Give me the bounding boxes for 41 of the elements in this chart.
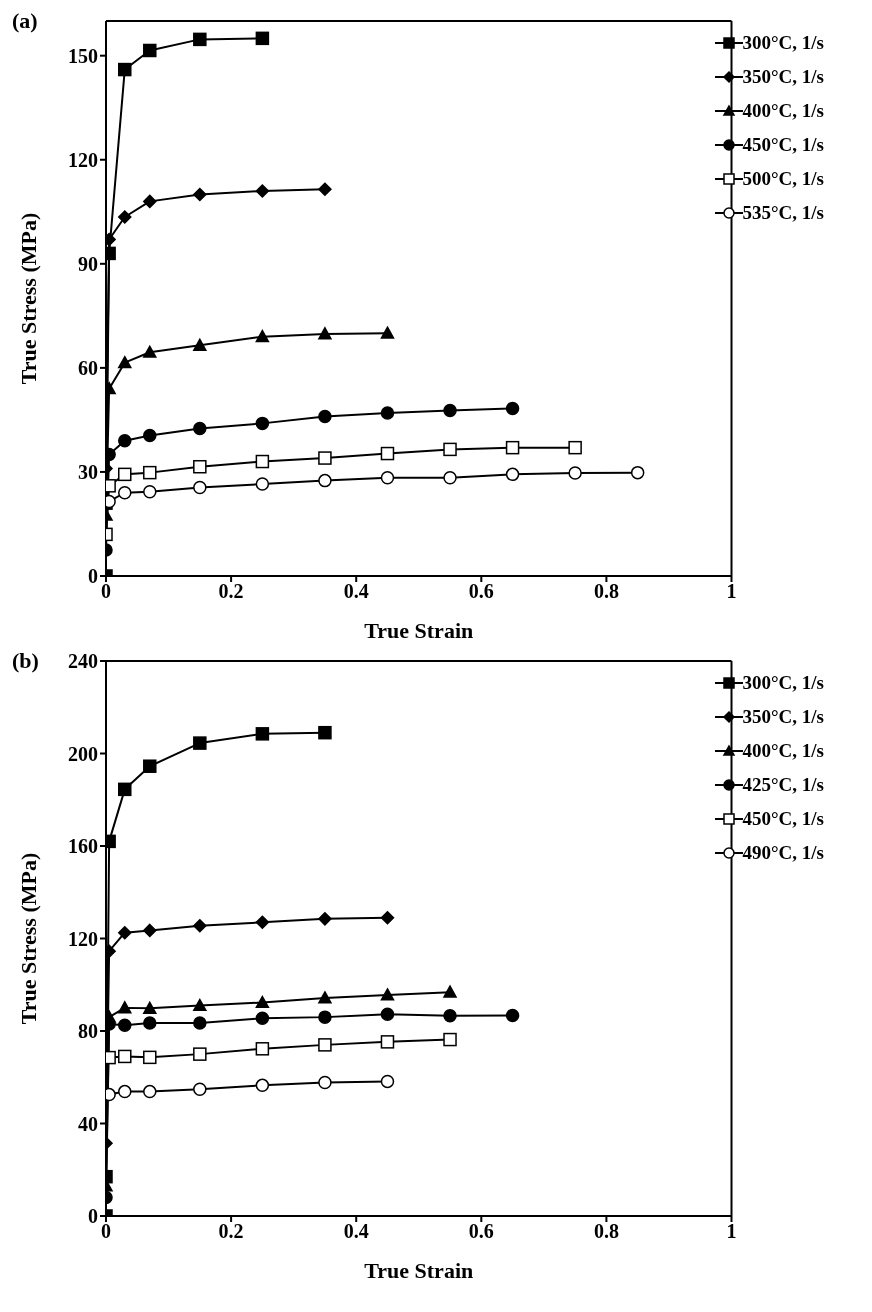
x-tick-label: 0.2 bbox=[218, 1220, 244, 1243]
legend-label: 450°C, 1/s bbox=[742, 134, 824, 156]
x-axis-title: True Strain bbox=[364, 618, 474, 643]
x-tick-label: 0.4 bbox=[343, 580, 369, 603]
chart-title: (a) bbox=[12, 8, 38, 34]
y-tick-label: 240 bbox=[68, 650, 98, 673]
legend-label: 400°C, 1/s bbox=[742, 740, 824, 762]
y-tick-label: 160 bbox=[68, 835, 98, 858]
legend-label: 350°C, 1/s bbox=[742, 706, 824, 728]
x-axis-title: True Strain bbox=[364, 1258, 474, 1283]
legend-label: 400°C, 1/s bbox=[742, 100, 824, 122]
legend-label: 450°C, 1/s bbox=[742, 808, 824, 830]
legend-label: 535°C, 1/s bbox=[742, 202, 824, 224]
legend-label: 350°C, 1/s bbox=[742, 66, 824, 88]
y-tick-label: 150 bbox=[68, 44, 98, 67]
y-axis-title: True Stress (MPa) bbox=[15, 852, 41, 1025]
legend-label: 490°C, 1/s bbox=[742, 842, 824, 864]
y-tick-label: 30 bbox=[78, 461, 98, 484]
x-tick-label: 0.4 bbox=[343, 1220, 369, 1243]
y-tick-label: 0 bbox=[88, 565, 98, 588]
y-tick-label: 200 bbox=[68, 742, 98, 765]
y-tick-label: 80 bbox=[78, 1020, 98, 1043]
x-tick-label: 0.8 bbox=[593, 580, 619, 603]
x-tick-label: 0.6 bbox=[468, 1220, 494, 1243]
y-tick-label: 120 bbox=[68, 927, 98, 950]
chart-title: (b) bbox=[12, 648, 39, 674]
legend-label: 300°C, 1/s bbox=[742, 672, 824, 694]
x-tick-label: 1 bbox=[726, 580, 737, 603]
y-tick-label: 0 bbox=[88, 1205, 98, 1228]
y-axis-title: True Stress (MPa) bbox=[15, 212, 41, 385]
legend-label: 425°C, 1/s bbox=[742, 774, 824, 796]
y-tick-label: 120 bbox=[68, 148, 98, 171]
legend-label: 500°C, 1/s bbox=[742, 168, 824, 190]
x-tick-label: 0.8 bbox=[593, 1220, 619, 1243]
x-tick-label: 0.2 bbox=[218, 580, 244, 603]
legend-label: 300°C, 1/s bbox=[742, 32, 824, 54]
y-tick-label: 60 bbox=[78, 356, 98, 379]
y-tick-label: 90 bbox=[78, 252, 98, 275]
y-tick-label: 40 bbox=[78, 1112, 98, 1135]
x-tick-label: 1 bbox=[726, 1220, 737, 1243]
x-tick-label: 0.6 bbox=[468, 580, 494, 603]
